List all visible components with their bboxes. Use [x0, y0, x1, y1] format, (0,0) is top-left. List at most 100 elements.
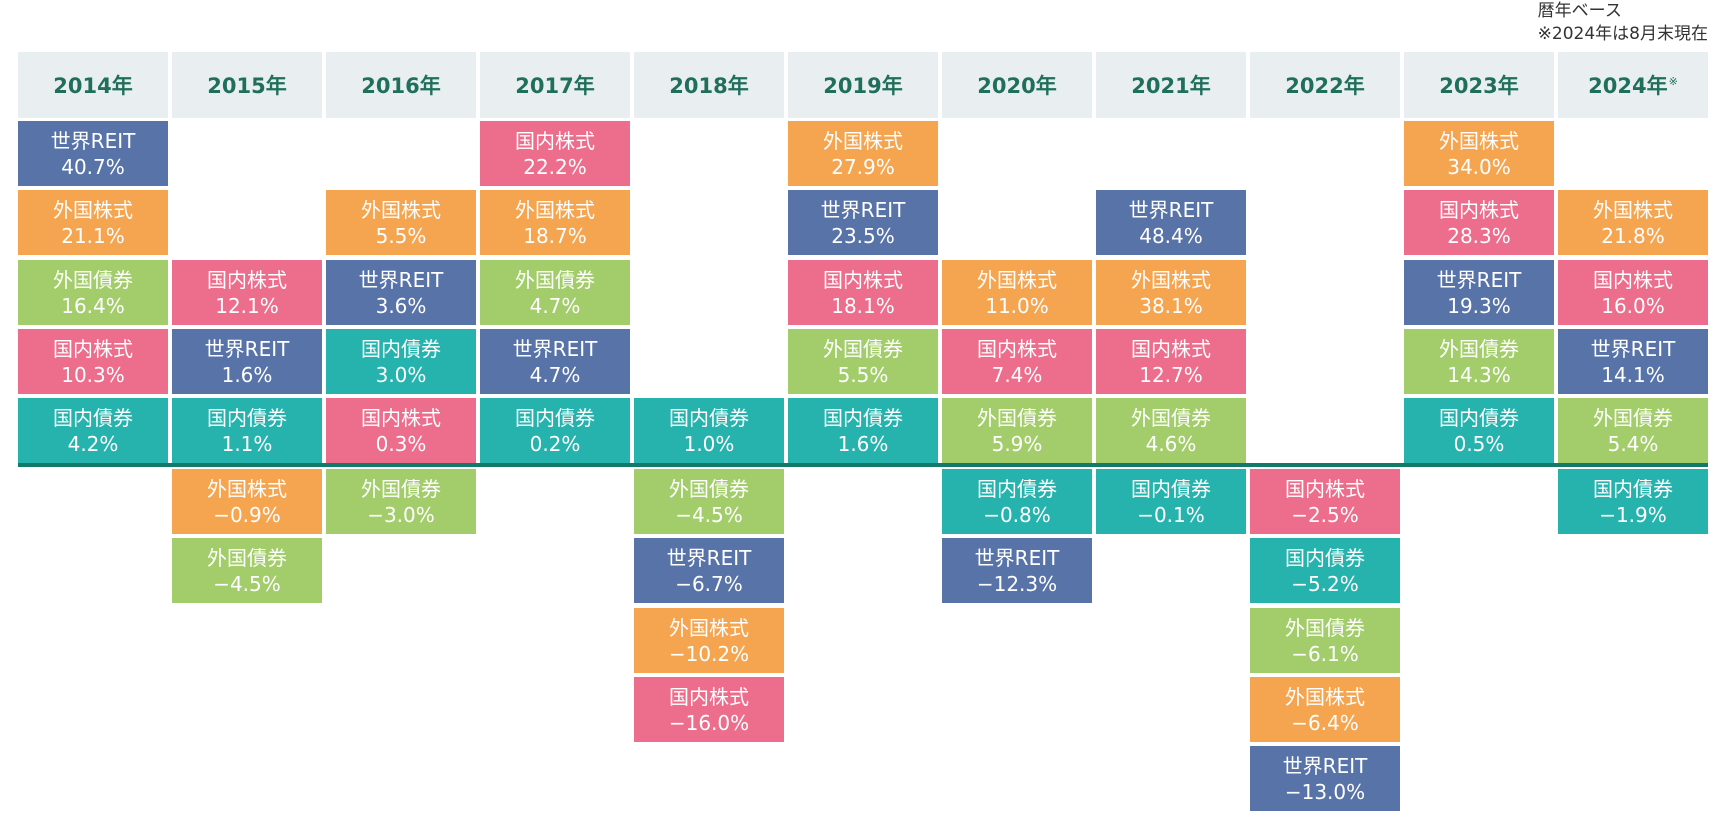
asset-name: 世界REIT — [666, 545, 752, 570]
asset-name: 外国債券 — [515, 267, 595, 292]
return-value: 14.1% — [1601, 362, 1665, 387]
return-value: 5.5% — [837, 362, 889, 387]
return-value: −16.0% — [668, 710, 750, 735]
asset-name: 国内債券 — [515, 405, 595, 430]
return-cell: 国内債券 −1.9% — [1558, 469, 1708, 534]
year-label: 2020年 — [977, 74, 1057, 98]
return-cell: 外国債券 5.9% — [942, 398, 1092, 463]
return-value: 4.7% — [529, 362, 581, 387]
asset-name: 外国株式 — [1285, 684, 1365, 709]
asset-name: 国内株式 — [53, 336, 133, 361]
return-value: 4.7% — [529, 293, 581, 318]
return-value: −1.9% — [1599, 502, 1667, 527]
asset-name: 国内債券 — [1285, 545, 1365, 570]
year-header: 2018年 — [634, 52, 784, 118]
return-value: −2.5% — [1291, 502, 1359, 527]
return-cell: 国内債券 4.2% — [18, 398, 168, 463]
return-value: 10.3% — [61, 362, 125, 387]
asset-name: 世界REIT — [1590, 336, 1676, 361]
return-cell: 国内株式 16.0% — [1558, 260, 1708, 325]
return-value: −6.1% — [1291, 641, 1359, 666]
return-cell: 国内株式 12.7% — [1096, 329, 1246, 394]
asset-name: 外国債券 — [361, 476, 441, 501]
return-value: 3.0% — [375, 362, 427, 387]
return-cell: 国内債券 1.6% — [788, 398, 938, 463]
return-value: 0.3% — [375, 431, 427, 456]
return-value: 22.2% — [523, 154, 587, 179]
asset-name: 国内株式 — [1439, 197, 1519, 222]
return-value: 1.6% — [837, 431, 889, 456]
return-cell: 外国株式 11.0% — [942, 260, 1092, 325]
asset-name: 国内株式 — [361, 405, 441, 430]
return-value: 0.2% — [529, 431, 581, 456]
return-cell: 外国株式 38.1% — [1096, 260, 1246, 325]
note-basis: 暦年ベース — [1537, 1, 1622, 21]
return-cell: 外国債券 4.7% — [480, 260, 630, 325]
asset-name: 外国株式 — [977, 267, 1057, 292]
asset-name: 国内債券 — [1593, 476, 1673, 501]
asset-name: 外国株式 — [207, 476, 287, 501]
return-cell: 世界REIT 23.5% — [788, 190, 938, 255]
return-value: −5.2% — [1291, 571, 1359, 596]
year-header: 2017年 — [480, 52, 630, 118]
asset-name: 世界REIT — [1436, 267, 1522, 292]
return-cell: 世界REIT 14.1% — [1558, 329, 1708, 394]
asset-name: 外国株式 — [823, 128, 903, 153]
return-cell: 外国債券 4.6% — [1096, 398, 1246, 463]
return-cell: 世界REIT 1.6% — [172, 329, 322, 394]
return-cell: 外国債券 5.4% — [1558, 398, 1708, 463]
asset-name: 国内債券 — [977, 476, 1057, 501]
return-value: 1.0% — [683, 431, 735, 456]
year-header: 2019年 — [788, 52, 938, 118]
asset-name: 国内債券 — [361, 336, 441, 361]
return-cell: 外国株式 27.9% — [788, 121, 938, 186]
return-value: 16.0% — [1601, 293, 1665, 318]
return-value: −0.9% — [213, 502, 281, 527]
return-value: 21.8% — [1601, 223, 1665, 248]
return-cell: 世界REIT 3.6% — [326, 260, 476, 325]
return-value: 19.3% — [1447, 293, 1511, 318]
return-value: 5.5% — [375, 223, 427, 248]
asset-name: 世界REIT — [820, 197, 906, 222]
return-value: −4.5% — [213, 571, 281, 596]
year-label: 2024年 — [1588, 74, 1668, 98]
asset-name: 国内株式 — [669, 684, 749, 709]
return-value: −6.7% — [675, 571, 743, 596]
return-cell: 国内債券 0.2% — [480, 398, 630, 463]
asset-name: 外国株式 — [1439, 128, 1519, 153]
return-value: 0.5% — [1453, 431, 1505, 456]
return-cell: 国内株式 28.3% — [1404, 190, 1554, 255]
return-cell: 外国株式 −6.4% — [1250, 677, 1400, 742]
return-cell: 世界REIT −6.7% — [634, 538, 784, 603]
asset-name: 国内債券 — [823, 405, 903, 430]
return-value: 16.4% — [61, 293, 125, 318]
asset-name: 世界REIT — [1282, 753, 1368, 778]
return-value: −0.1% — [1137, 502, 1205, 527]
return-value: 11.0% — [985, 293, 1049, 318]
return-cell: 国内債券 1.1% — [172, 398, 322, 463]
asset-name: 外国債券 — [1131, 405, 1211, 430]
return-cell: 国内株式 0.3% — [326, 398, 476, 463]
return-cell: 国内債券 1.0% — [634, 398, 784, 463]
asset-name: 外国債券 — [977, 405, 1057, 430]
return-cell: 世界REIT 4.7% — [480, 329, 630, 394]
return-cell: 世界REIT −13.0% — [1250, 746, 1400, 811]
return-value: 40.7% — [61, 154, 125, 179]
return-value: 48.4% — [1139, 223, 1203, 248]
return-value: 18.1% — [831, 293, 895, 318]
year-header: 2021年 — [1096, 52, 1246, 118]
asset-name: 国内債券 — [1439, 405, 1519, 430]
return-value: −0.8% — [983, 502, 1051, 527]
asset-name: 国内株式 — [207, 267, 287, 292]
return-cell: 国内株式 7.4% — [942, 329, 1092, 394]
return-value: 4.6% — [1145, 431, 1197, 456]
return-cell: 世界REIT 40.7% — [18, 121, 168, 186]
asset-name: 国内株式 — [1593, 267, 1673, 292]
return-cell: 国内債券 −0.1% — [1096, 469, 1246, 534]
year-label: 2022年 — [1285, 74, 1365, 98]
year-label: 2016年 — [361, 74, 441, 98]
return-cell: 外国債券 −6.1% — [1250, 608, 1400, 673]
return-value: 27.9% — [831, 154, 895, 179]
year-header: 2016年 — [326, 52, 476, 118]
note-2024: ※2024年は8月末現在 — [1537, 24, 1708, 44]
